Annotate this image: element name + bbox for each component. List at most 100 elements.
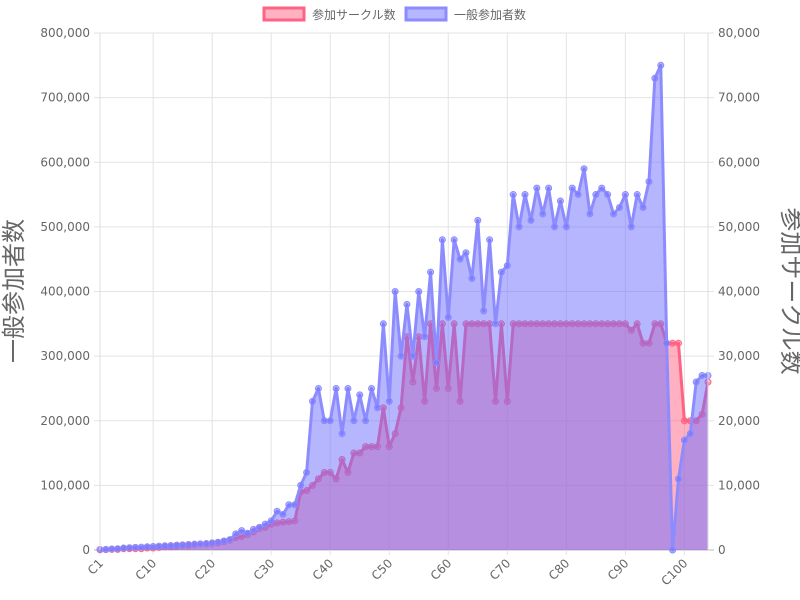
data-point[interactable] <box>332 384 340 392</box>
data-point[interactable] <box>303 468 311 476</box>
data-point[interactable] <box>692 378 700 386</box>
data-point[interactable] <box>480 307 488 315</box>
legend[interactable]: 参加サークル数 一般参加者数 <box>262 6 526 22</box>
data-point[interactable] <box>680 436 688 444</box>
data-point[interactable] <box>533 184 541 192</box>
data-point[interactable] <box>226 536 234 544</box>
data-point[interactable] <box>486 236 494 244</box>
data-point[interactable] <box>503 262 511 270</box>
data-point[interactable] <box>621 191 629 199</box>
data-point[interactable] <box>580 165 588 173</box>
data-point[interactable] <box>515 223 523 231</box>
data-point[interactable] <box>131 543 139 551</box>
data-point[interactable] <box>421 333 429 341</box>
data-point[interactable] <box>509 191 517 199</box>
data-point[interactable] <box>232 530 240 538</box>
data-point[interactable] <box>373 404 381 412</box>
data-point[interactable] <box>238 527 246 535</box>
data-point[interactable] <box>167 541 175 549</box>
data-point[interactable] <box>126 544 134 552</box>
data-point[interactable] <box>273 507 281 515</box>
data-point[interactable] <box>149 542 157 550</box>
data-point[interactable] <box>409 352 417 360</box>
data-point[interactable] <box>456 255 464 263</box>
data-point[interactable] <box>155 542 163 550</box>
data-point[interactable] <box>350 417 358 425</box>
data-point[interactable] <box>173 541 181 549</box>
data-point[interactable] <box>651 74 659 82</box>
data-point[interactable] <box>143 543 151 551</box>
data-point[interactable] <box>698 372 706 380</box>
data-point[interactable] <box>669 339 677 347</box>
data-point[interactable] <box>598 184 606 192</box>
data-point[interactable] <box>562 223 570 231</box>
data-point[interactable] <box>403 300 411 308</box>
data-point[interactable] <box>568 184 576 192</box>
data-point[interactable] <box>185 541 193 549</box>
data-point[interactable] <box>438 236 446 244</box>
data-point[interactable] <box>462 249 470 257</box>
data-point[interactable] <box>592 191 600 199</box>
data-point[interactable] <box>604 191 612 199</box>
data-point[interactable] <box>674 339 682 347</box>
data-point[interactable] <box>344 384 352 392</box>
data-point[interactable] <box>444 313 452 321</box>
data-point[interactable] <box>545 184 553 192</box>
data-point[interactable] <box>391 288 399 295</box>
data-point[interactable] <box>356 391 364 399</box>
data-point[interactable] <box>586 210 594 218</box>
data-point[interactable] <box>492 320 499 328</box>
data-point[interactable] <box>261 520 269 528</box>
data-point[interactable] <box>645 178 653 186</box>
data-point[interactable] <box>497 268 505 276</box>
legend-item-2[interactable]: 一般参加者数 <box>404 6 526 22</box>
data-point[interactable] <box>297 481 305 489</box>
data-point[interactable] <box>267 517 275 525</box>
data-point[interactable] <box>432 359 440 367</box>
data-point[interactable] <box>190 540 198 548</box>
data-point[interactable] <box>291 501 299 509</box>
data-point[interactable] <box>320 417 328 425</box>
data-point[interactable] <box>627 223 635 231</box>
data-point[interactable] <box>527 216 535 224</box>
data-point[interactable] <box>114 545 122 553</box>
data-point[interactable] <box>657 61 665 69</box>
data-point[interactable] <box>202 540 210 548</box>
data-point[interactable] <box>309 397 316 405</box>
data-point[interactable] <box>674 475 682 483</box>
data-point[interactable] <box>556 197 564 205</box>
data-point[interactable] <box>326 417 334 425</box>
data-point[interactable] <box>208 539 216 547</box>
data-point[interactable] <box>137 543 145 551</box>
data-point[interactable] <box>615 203 623 211</box>
data-point[interactable] <box>574 191 582 199</box>
data-point[interactable] <box>669 546 677 554</box>
data-point[interactable] <box>179 541 187 549</box>
data-point[interactable] <box>385 397 393 405</box>
data-point[interactable] <box>521 191 529 199</box>
data-point[interactable] <box>639 203 647 211</box>
data-point[interactable] <box>397 352 405 360</box>
data-point[interactable] <box>314 384 322 392</box>
data-point[interactable] <box>368 384 376 392</box>
legend-item-1[interactable]: 参加サークル数 <box>262 6 396 22</box>
data-point[interactable] <box>539 210 547 218</box>
data-point[interactable] <box>214 538 222 546</box>
data-point[interactable] <box>161 542 169 550</box>
data-point[interactable] <box>474 216 482 224</box>
data-point[interactable] <box>633 191 641 199</box>
data-point[interactable] <box>379 320 387 328</box>
data-point[interactable] <box>249 525 257 533</box>
data-point[interactable] <box>102 545 110 553</box>
data-point[interactable] <box>680 417 688 425</box>
data-point[interactable] <box>255 523 263 531</box>
data-point[interactable] <box>120 544 128 552</box>
data-point[interactable] <box>338 430 346 438</box>
data-point[interactable] <box>551 223 559 231</box>
data-point[interactable] <box>108 545 116 553</box>
data-point[interactable] <box>450 236 458 244</box>
data-point[interactable] <box>244 529 252 537</box>
data-point[interactable] <box>362 417 370 425</box>
data-point[interactable] <box>468 275 476 283</box>
data-point[interactable] <box>285 501 293 509</box>
